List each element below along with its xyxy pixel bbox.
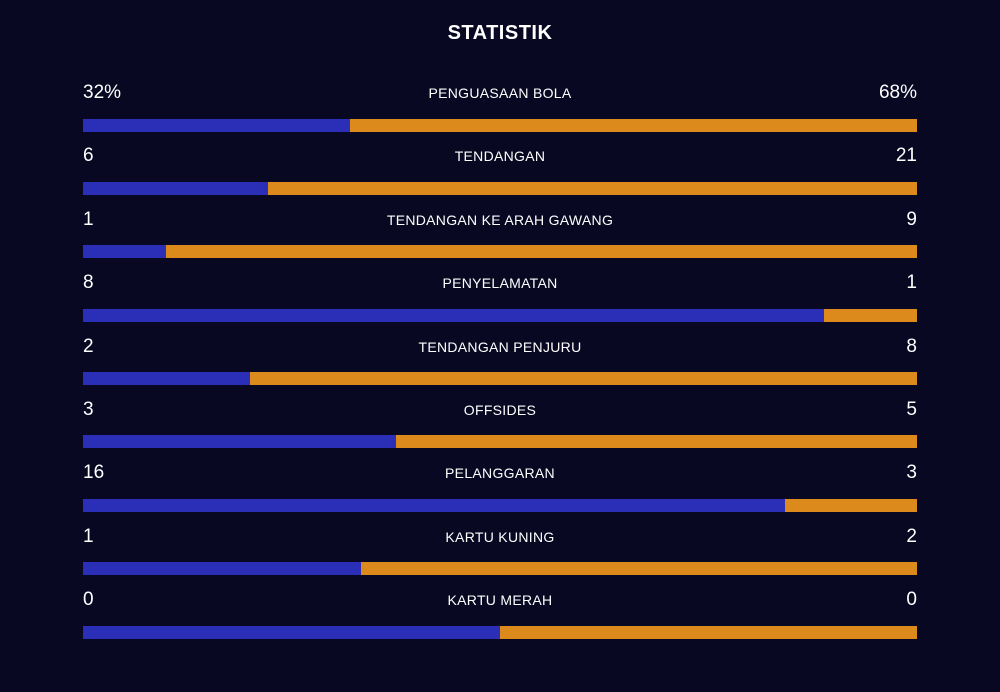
home-bar-fill — [83, 118, 350, 132]
stat-row-shots: 6 TENDANGAN 21 — [83, 143, 917, 206]
home-value: 1 — [83, 525, 94, 547]
away-value: 9 — [906, 208, 917, 230]
away-bar-fill — [349, 118, 917, 132]
comparison-bar — [83, 372, 917, 386]
away-bar-fill — [824, 308, 917, 322]
stat-label: TENDANGAN PENJURU — [418, 338, 582, 355]
stat-label: KARTU MERAH — [447, 592, 553, 609]
home-value: 16 — [83, 462, 105, 484]
comparison-bar — [83, 498, 917, 512]
comparison-bar — [83, 181, 917, 195]
stat-label: TENDANGAN — [454, 148, 546, 165]
stat-row-red-cards: 0 KARTU MERAH 0 — [83, 587, 917, 650]
stat-label: OFFSIDES — [463, 401, 537, 418]
stat-label: KARTU KUNING — [445, 528, 555, 545]
stat-row-fouls: 16 PELANGGARAN 3 — [83, 460, 917, 523]
home-bar-fill — [83, 308, 825, 322]
stat-label: TENDANGAN KE ARAH GAWANG — [386, 211, 614, 228]
home-bar-fill — [83, 562, 361, 576]
away-bar-fill — [166, 245, 917, 259]
comparison-bar — [83, 625, 917, 639]
away-value: 5 — [906, 398, 917, 420]
away-bar-fill — [268, 181, 917, 195]
home-value: 32% — [83, 82, 122, 103]
away-value: 8 — [906, 335, 917, 357]
home-value: 6 — [83, 145, 94, 167]
stat-row-yellow-cards: 1 KARTU KUNING 2 — [83, 524, 917, 587]
away-value: 21 — [895, 145, 917, 167]
home-value: 1 — [83, 208, 94, 230]
stat-label: PENGUASAAN BOLA — [428, 85, 572, 101]
home-bar-fill — [83, 435, 396, 449]
comparison-bar — [83, 562, 917, 576]
stat-row-possession: 32% PENGUASAAN BOLA 68% — [83, 80, 917, 143]
away-bar-fill — [360, 562, 917, 576]
home-value: 0 — [83, 589, 94, 611]
home-bar-fill — [83, 498, 786, 512]
stats-title: STATISTIK — [447, 22, 553, 44]
stat-label: PELANGGARAN — [445, 465, 555, 482]
away-value: 1 — [906, 272, 917, 294]
home-value: 8 — [83, 272, 94, 294]
home-bar-fill — [83, 372, 250, 386]
home-bar-fill — [83, 245, 167, 259]
away-bar-fill — [395, 435, 917, 449]
away-bar-fill — [785, 498, 917, 512]
stat-row-offsides: 3 OFFSIDES 5 — [83, 397, 917, 460]
stat-row-saves: 8 PENYELAMATAN 1 — [83, 270, 917, 333]
away-bar-fill — [500, 625, 917, 639]
stat-row-shots-on-target: 1 TENDANGAN KE ARAH GAWANG 9 — [83, 207, 917, 270]
stat-row-corners: 2 TENDANGAN PENJURU 8 — [83, 334, 917, 397]
home-value: 2 — [83, 335, 94, 357]
away-value: 2 — [906, 525, 917, 547]
comparison-bar — [83, 435, 917, 449]
away-value: 68% — [878, 82, 917, 103]
home-bar-fill — [83, 625, 500, 639]
away-value: 3 — [906, 462, 917, 484]
stats-list: 32% PENGUASAAN BOLA 68% 6 TENDANGAN 21 1… — [83, 80, 917, 651]
comparison-bar — [83, 118, 917, 132]
comparison-bar — [83, 245, 917, 259]
stat-label: PENYELAMATAN — [442, 275, 558, 292]
away-value: 0 — [906, 589, 917, 611]
away-bar-fill — [249, 372, 917, 386]
comparison-bar — [83, 308, 917, 322]
home-value: 3 — [83, 398, 94, 420]
home-bar-fill — [83, 181, 269, 195]
